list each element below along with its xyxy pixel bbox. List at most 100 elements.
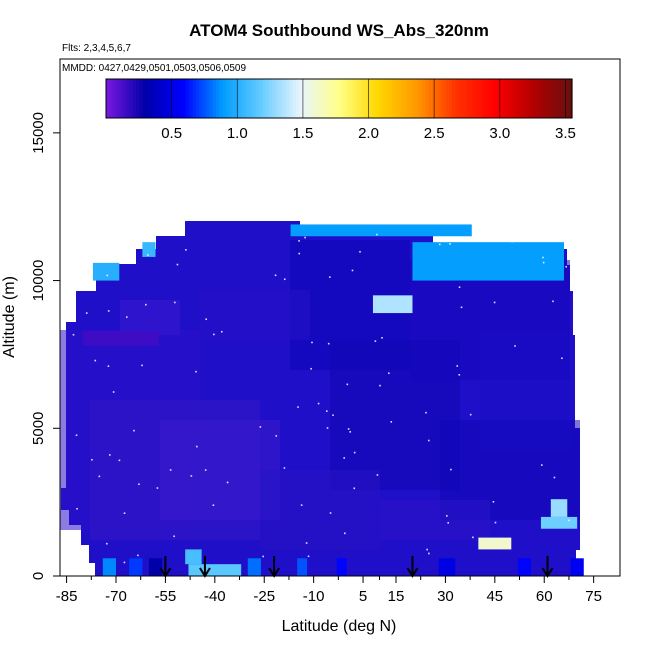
colorbar-swatch: [209, 79, 214, 118]
colorbar-swatch: [262, 79, 267, 118]
heatmap-speckle: [326, 427, 329, 429]
colorbar-swatch: [435, 79, 440, 118]
colorbar-swatch: [368, 79, 373, 118]
heatmap-speckle: [174, 301, 176, 304]
colorbar-swatch: [378, 79, 383, 118]
heatmap-speckle: [156, 487, 159, 489]
chart-title: ATOM4 Southbound WS_Abs_320nm: [189, 21, 489, 40]
colorbar-swatch: [488, 79, 493, 118]
colorbar-swatch: [462, 79, 467, 118]
x-tick-label: 30: [437, 588, 454, 605]
colorbar-swatch: [115, 79, 120, 118]
colorbar-swatch: [522, 79, 526, 118]
heatmap-speckle: [351, 269, 354, 272]
heatmap-speckle: [112, 391, 115, 393]
colorbar-swatch: [155, 79, 160, 118]
heatmap-speckle: [349, 431, 352, 433]
colorbar-swatch: [535, 79, 540, 118]
colorbar-swatch: [175, 79, 180, 118]
colorbar-swatch: [229, 79, 234, 118]
heatmap-speckle: [274, 274, 277, 277]
colorbar-tick-label: 3.5: [555, 125, 576, 142]
heatmap-speckle: [561, 357, 563, 360]
colorbar-swatch: [422, 79, 427, 118]
heatmap-speckle: [425, 411, 427, 414]
heatmap-speckle: [332, 414, 334, 417]
colorbar-swatch: [465, 79, 470, 118]
heatmap-speckle: [147, 254, 149, 256]
heatmap-speckle: [381, 336, 383, 339]
heatmap-speckle: [91, 458, 93, 461]
heatmap-speckle: [311, 341, 313, 344]
colorbar-swatch: [355, 79, 360, 118]
heatmap-surface-cell: [102, 558, 116, 576]
heatmap-speckle: [376, 233, 378, 236]
heatmap-speckle: [300, 504, 303, 506]
colorbar-swatch: [142, 79, 147, 118]
colorbar-swatch: [395, 79, 400, 118]
colorbar-swatch: [135, 79, 140, 118]
heatmap-surface-cell: [129, 558, 143, 576]
colorbar-swatch: [129, 79, 134, 118]
colorbar-tick-label: 2.0: [358, 125, 379, 142]
colorbar-swatch: [468, 79, 473, 118]
heatmap-speckle: [449, 243, 451, 245]
colorbar-swatch: [502, 79, 507, 118]
colorbar-swatch: [189, 79, 194, 118]
colorbar-swatch: [182, 79, 187, 118]
heatmap-speckle: [524, 231, 527, 234]
heatmap-speckle: [317, 402, 320, 405]
colorbar-swatch: [545, 79, 550, 118]
colorbar-swatch: [255, 79, 260, 118]
heatmap-speckle: [542, 256, 544, 259]
colorbar-swatch: [352, 79, 357, 118]
colorbar-swatch: [348, 79, 353, 118]
colorbar-swatch: [309, 79, 313, 118]
colorbar-swatch: [212, 79, 217, 118]
heatmap-speckle: [493, 301, 496, 304]
heatmap-speckle: [283, 467, 286, 469]
heatmap-speckle: [469, 413, 472, 416]
colorbar-swatch: [385, 79, 390, 118]
colorbar-swatch: [219, 79, 224, 118]
colorbar-swatch: [165, 79, 170, 118]
y-axis-label: Altitude (m): [1, 276, 18, 358]
heatmap-speckle: [85, 312, 88, 314]
profile-arrows: [159, 556, 554, 578]
colorbar-swatch: [269, 79, 274, 118]
colorbar-swatch: [562, 79, 566, 118]
y-tick-label: 15000: [30, 112, 47, 154]
heatmap-speckle: [173, 535, 175, 538]
x-tick-label: 5: [359, 588, 367, 605]
colorbar-swatch: [345, 79, 350, 118]
heatmap-feature: [550, 499, 568, 517]
heatmap-speckle: [450, 468, 452, 471]
heatmap-speckle: [72, 534, 75, 537]
colorbar-swatch: [478, 79, 483, 118]
colorbar-swatch: [282, 79, 287, 118]
heatmap-speckle: [552, 300, 554, 303]
heatmap-speckle: [226, 481, 229, 484]
heatmap-speckle: [108, 454, 111, 456]
colorbar-swatch: [415, 79, 420, 118]
colorbar-swatch: [358, 79, 363, 118]
profile-arrow-head: [406, 567, 419, 578]
heatmap-speckle: [298, 252, 301, 255]
colorbar-swatch: [139, 79, 144, 118]
colorbar-swatch: [402, 79, 407, 118]
x-tick-label: -25: [253, 588, 275, 605]
heatmap-surface-cell: [517, 558, 532, 576]
heatmap-speckle: [376, 474, 379, 476]
colorbar-swatch: [532, 79, 536, 118]
heatmap-speckle: [307, 555, 310, 558]
heatmap-speckle: [305, 542, 308, 544]
heatmap-speckle: [297, 406, 299, 408]
colorbar-swatch: [315, 79, 320, 118]
heatmap-speckle: [107, 310, 110, 312]
heatmap-field: [60, 221, 584, 576]
x-tick-label: -85: [56, 588, 78, 605]
heatmap-speckle: [438, 243, 441, 246]
colorbar-tick-label: 2.5: [424, 125, 445, 142]
heatmap-surface-cell: [570, 558, 584, 576]
colorbar-swatch: [452, 79, 457, 118]
